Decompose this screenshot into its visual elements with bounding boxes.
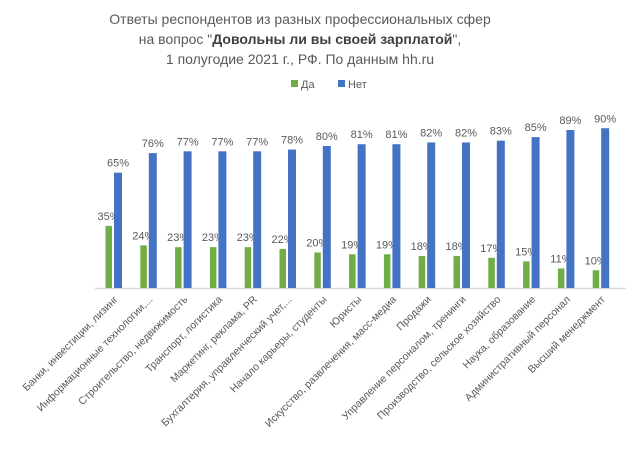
data-label: 85% — [525, 122, 547, 134]
bar-yes — [209, 247, 217, 288]
bar-yes — [418, 256, 426, 288]
data-label: 77% — [211, 136, 233, 148]
bar-no — [218, 151, 227, 288]
data-label: 89% — [559, 115, 581, 127]
bar-no — [531, 137, 540, 288]
data-label: 80% — [316, 131, 338, 143]
bar-yes — [314, 252, 321, 288]
bar-no — [462, 142, 470, 288]
bar-no — [566, 130, 575, 288]
bar-no — [114, 172, 122, 288]
category-label: Управление персоналом, тренинги — [340, 294, 469, 423]
data-label: 81% — [351, 129, 373, 141]
bar-no — [253, 151, 262, 288]
bar-no — [392, 144, 401, 288]
bar-no — [183, 151, 192, 288]
bar-yes — [244, 247, 252, 288]
data-label: 83% — [490, 126, 512, 138]
data-label: 78% — [281, 135, 303, 147]
data-label: 82% — [420, 127, 442, 139]
bar-yes — [175, 247, 182, 288]
chart-title-line: 1 полугодие 2021 г., РФ. По данным hh.ru — [166, 51, 434, 67]
bar-no — [322, 146, 331, 288]
bar-no — [427, 142, 436, 288]
bar-no — [288, 149, 296, 288]
legend-swatch-no — [338, 80, 345, 87]
bar-yes — [523, 261, 530, 288]
data-label: 65% — [107, 158, 129, 170]
chart-title-line: на вопрос "Довольны ли вы своей зарплато… — [139, 31, 461, 47]
bar-yes — [105, 225, 112, 288]
bar-yes — [349, 254, 356, 288]
data-label: 82% — [455, 127, 477, 139]
bar-yes — [279, 248, 286, 288]
data-label: 77% — [177, 136, 199, 148]
category-label: Производство, сельское хозяйство — [375, 294, 504, 423]
chart-title-line: Ответы респондентов из разных профессион… — [109, 11, 491, 27]
bar-yes — [488, 257, 495, 288]
bar-no — [601, 128, 610, 288]
bar-yes — [383, 254, 391, 288]
bar-no — [148, 153, 157, 288]
bar-no — [496, 140, 505, 288]
data-label: 81% — [385, 129, 407, 141]
legend-label: Нет — [348, 79, 367, 91]
legend-label: Да — [301, 79, 315, 91]
bar-yes — [453, 256, 460, 288]
data-label: 11% — [550, 253, 571, 265]
bar-yes — [592, 270, 600, 288]
bar-no — [357, 144, 366, 288]
legend-swatch-yes — [291, 80, 298, 87]
data-label: 90% — [594, 113, 616, 125]
bar-yes — [140, 245, 147, 288]
data-label: 76% — [142, 138, 164, 150]
bar-yes — [557, 268, 565, 288]
data-label: 77% — [246, 136, 268, 148]
